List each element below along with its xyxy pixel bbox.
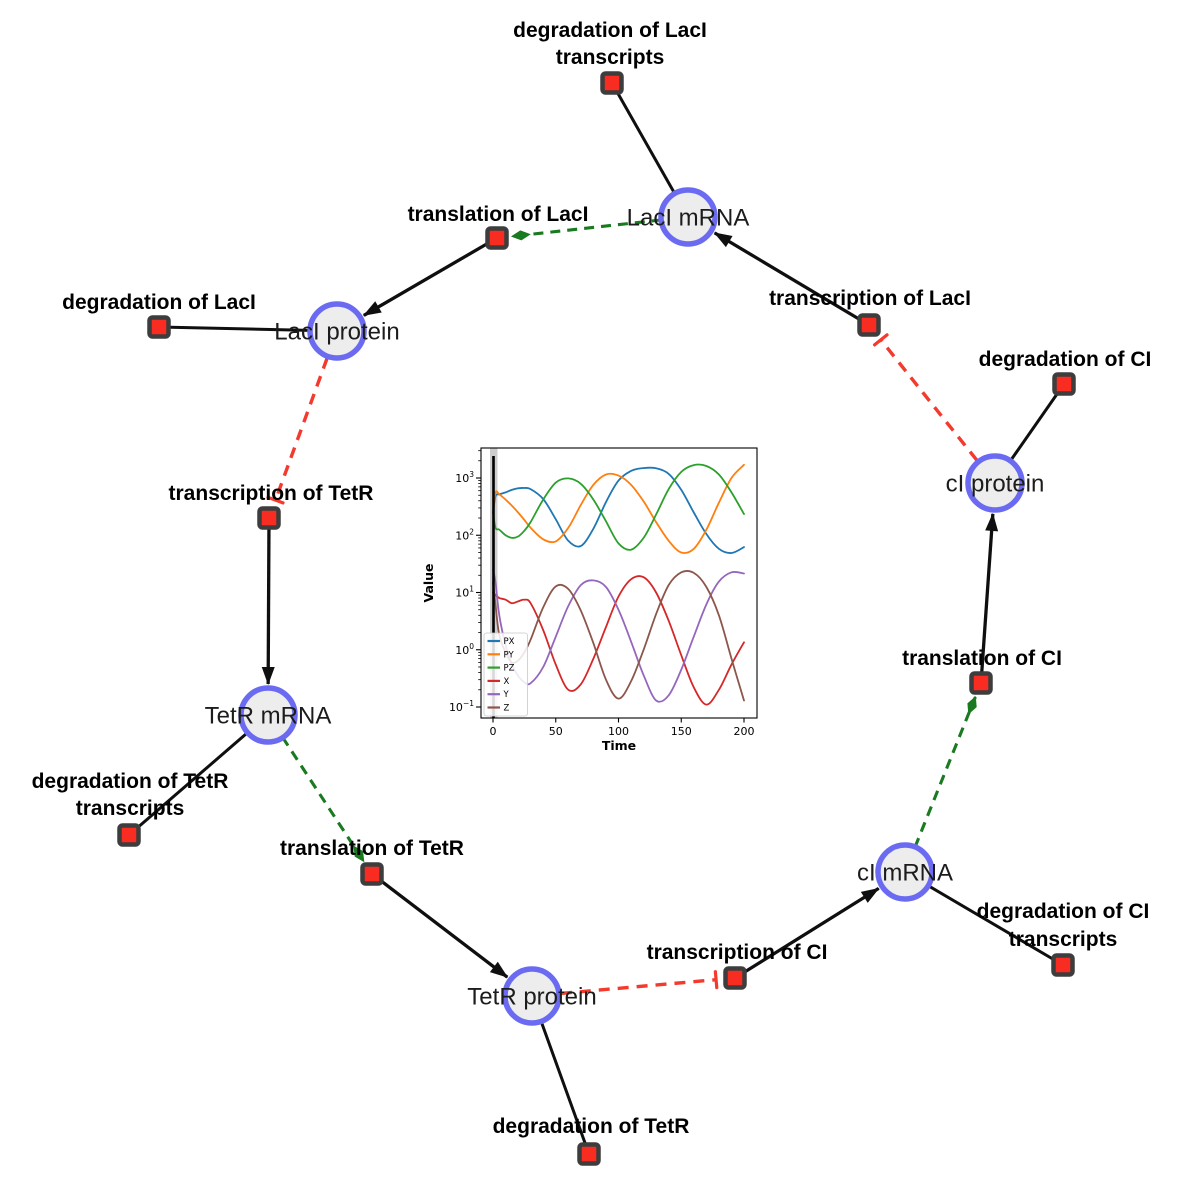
chart-legend: PX PY PZ XYZ xyxy=(483,632,528,717)
reaction-node-transcription_of_tetr[interactable] xyxy=(257,506,281,530)
reaction-node-translation_of_tetr[interactable] xyxy=(360,862,384,886)
edge-transcription-laci-to-mrna xyxy=(713,231,870,327)
x-tick-label: 0 xyxy=(490,725,497,738)
edges-layer xyxy=(128,82,1066,1155)
y-tick-label: 100 xyxy=(455,642,474,657)
species-node-ci_mrna[interactable] xyxy=(875,842,935,902)
reaction-node-translation_of_ci[interactable] xyxy=(969,671,993,695)
reaction-label-transcription_of_ci: transcription of CI xyxy=(647,941,828,964)
edge-ci-protein-to-deg xyxy=(1009,383,1066,461)
edge-ci-mrna-to-deg-transcripts xyxy=(928,884,1064,967)
chart-x-axis: 0 50 100 150 200 xyxy=(490,718,755,738)
species-node-laci_protein[interactable] xyxy=(307,301,367,361)
species-label-laci_mrna: LacI mRNA xyxy=(627,205,750,232)
chart-series-PY xyxy=(492,463,745,554)
edge-transcription-ci-to-mrna xyxy=(734,887,880,980)
reaction-label-deg_laci_tx: transcripts xyxy=(556,46,665,69)
species-label-tetr_mrna: TetR mRNA xyxy=(205,703,332,730)
species-node-tetr_protein[interactable] xyxy=(502,966,562,1026)
x-tick-label: 50 xyxy=(549,725,563,738)
species-node-ci_protein[interactable] xyxy=(965,453,1025,513)
reaction-label-deg_laci: degradation of LacI xyxy=(62,291,256,314)
species-label-tetr_protein: TetR protein xyxy=(467,984,596,1011)
x-tick-label: 100 xyxy=(608,725,629,738)
edge-tetr-protein-to-deg xyxy=(540,1021,591,1155)
species-label-ci_mrna: cI mRNA xyxy=(857,860,953,887)
edge-translation-ci-to-protein xyxy=(979,512,999,684)
reaction-label-deg_laci_tx: degradation of LacI xyxy=(513,19,707,42)
reaction-node-transcription_of_ci[interactable] xyxy=(723,966,747,990)
edge-tetr-mrna-to-translation xyxy=(281,736,366,863)
reaction-node-transcription_of_laci[interactable] xyxy=(857,313,881,337)
legend-label-Y: Y xyxy=(503,690,510,700)
inset-timeseries-chart: 0 50 100 150 20010310210110010−1TimeValuePXP… xyxy=(421,447,758,753)
edge-laci-mrna-to-deg-transcripts xyxy=(610,82,676,194)
x-axis-label: Time xyxy=(602,738,636,753)
reaction-label-deg_tetr_tx: degradation of TetR xyxy=(32,770,229,793)
reaction-label-translation_of_tetr: translation of TetR xyxy=(280,837,464,860)
reaction-label-deg_ci: degradation of CI xyxy=(979,348,1152,371)
species-node-tetr_mrna[interactable] xyxy=(238,685,298,745)
y-axis-label: Value xyxy=(421,563,436,602)
y-tick-label: 10−1 xyxy=(449,699,474,714)
reaction-label-transcription_of_tetr: transcription of TetR xyxy=(169,482,374,505)
labels-layer: LacI mRNA LacI protein cI protein TetR mRNA… xyxy=(32,19,1152,1138)
reaction-node-translation_of_laci[interactable] xyxy=(485,226,509,250)
species-nodes-layer xyxy=(238,187,1025,1026)
species-label-laci_protein: LacI protein xyxy=(274,319,399,346)
edge-translation-laci-to-protein xyxy=(362,236,498,317)
reaction-label-translation_of_laci: translation of LacI xyxy=(408,203,589,226)
reaction-node-deg_laci_tx[interactable] xyxy=(600,71,624,95)
chart-series-X xyxy=(492,575,745,706)
edge-laci-inhibits-tetr-transcription xyxy=(266,357,329,505)
legend-label-PY: PY xyxy=(504,650,515,660)
reaction-node-deg_laci[interactable] xyxy=(147,315,171,339)
reaction-node-deg_ci_tx[interactable] xyxy=(1051,953,1075,977)
species-node-laci_mrna[interactable] xyxy=(658,187,718,247)
edge-laci-protein-to-deg xyxy=(158,325,310,332)
edge-laci-mrna-to-translation xyxy=(510,218,662,241)
legend-label-X: X xyxy=(504,677,510,687)
edge-translation-tetr-to-protein xyxy=(370,872,509,979)
edge-tetr-inhibits-ci-transcription xyxy=(560,970,719,996)
chart-series-PZ xyxy=(492,463,745,551)
edge-tetr-mrna-to-deg-transcripts xyxy=(128,732,248,837)
chart-series-PX xyxy=(492,466,745,554)
edge-transcription-tetr-to-mrna xyxy=(261,517,275,686)
reaction-label-translation_of_ci: translation of CI xyxy=(902,647,1062,670)
legend-label-PX: PX xyxy=(504,637,515,647)
y-tick-label: 102 xyxy=(455,527,474,542)
edge-ci-inhibits-laci-transcription xyxy=(872,333,979,462)
x-tick-label: 200 xyxy=(734,725,755,738)
y-tick-label: 101 xyxy=(455,585,474,600)
reaction-label-deg_ci_tx: transcripts xyxy=(1009,928,1118,951)
reaction-nodes-layer xyxy=(117,71,1076,1166)
legend-label-PZ: PZ xyxy=(504,664,515,674)
reaction-label-transcription_of_laci: transcription of LacI xyxy=(769,287,971,310)
x-tick-label: 150 xyxy=(671,725,692,738)
species-label-ci_protein: cI protein xyxy=(946,471,1045,498)
reaction-label-deg_tetr: degradation of TetR xyxy=(493,1115,690,1138)
reaction-node-deg_tetr_tx[interactable] xyxy=(117,823,141,847)
chart-y-axis: 103 102 101 100 10−1 xyxy=(449,450,481,714)
reaction-label-deg_ci_tx: degradation of CI xyxy=(977,900,1150,923)
y-tick-label: 103 xyxy=(455,470,474,485)
edge-ci-mrna-to-translation xyxy=(913,695,977,848)
reaction-node-deg_ci[interactable] xyxy=(1052,372,1076,396)
legend-label-Z: Z xyxy=(504,704,510,714)
reaction-label-deg_tetr_tx: transcripts xyxy=(76,797,185,820)
reaction-node-deg_tetr[interactable] xyxy=(577,1142,601,1166)
